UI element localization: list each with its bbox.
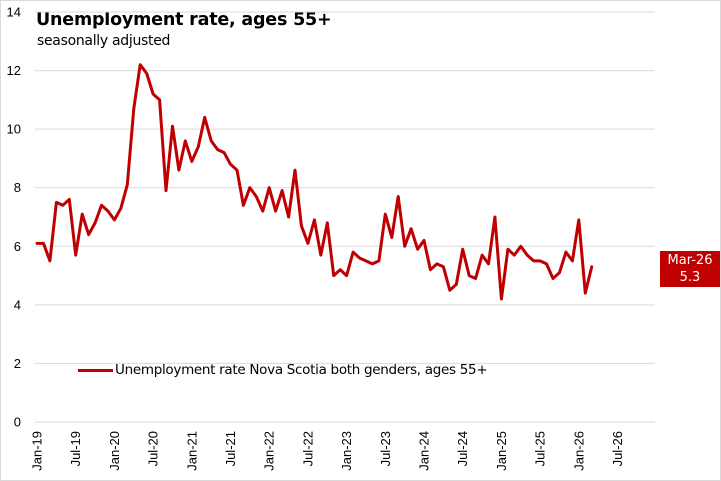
- legend-swatch: [78, 368, 113, 372]
- x-tick-label: Jul-24: [455, 431, 470, 466]
- x-tick-label: Jul-25: [533, 431, 548, 466]
- series-group: [35, 63, 594, 301]
- y-tick-label: 12: [7, 63, 21, 78]
- x-tick-label: Jan-22: [262, 431, 277, 471]
- y-tick-label: 2: [14, 356, 21, 371]
- y-axis-ticks: 0 2 4 6 8 10 12 14: [7, 5, 21, 430]
- x-tick-label: Jan-19: [30, 431, 45, 471]
- y-tick-label: 14: [7, 5, 21, 20]
- x-axis-ticks: Jan-19 Jul-19 Jan-20 Jul-20 Jan-21 Jul-21 Jan-…: [30, 431, 626, 471]
- legend-label: Unemployment rate Nova Scotia both gende…: [115, 362, 488, 378]
- x-tick-label: Jul-22: [300, 431, 315, 466]
- x-tick-label: Jan-20: [107, 431, 122, 471]
- legend: Unemployment rate Nova Scotia both gende…: [78, 362, 488, 378]
- y-tick-label: 8: [14, 180, 21, 195]
- x-tick-label: Jul-19: [68, 431, 83, 466]
- latest-value-callout: Mar-26 5.3: [660, 251, 720, 287]
- chart-subtitle: seasonally adjusted: [37, 33, 171, 49]
- x-tick-label: Jul-20: [146, 431, 161, 466]
- x-tick-label: Jan-23: [339, 431, 354, 471]
- callout-label: Mar-26: [667, 253, 713, 268]
- y-tick-label: 10: [7, 122, 21, 137]
- y-tick-label: 4: [14, 297, 21, 312]
- x-tick-label: Jan-21: [184, 431, 199, 471]
- x-tick-label: Jul-21: [223, 431, 238, 466]
- y-tick-label: 0: [14, 415, 21, 430]
- chart-title: Unemployment rate, ages 55+: [36, 10, 332, 30]
- callout-value: 5.3: [679, 270, 701, 285]
- gridlines: [35, 11, 655, 423]
- x-tick-label: Jan-24: [417, 431, 432, 471]
- x-tick-label: Jul-23: [378, 431, 393, 466]
- series-line: [35, 63, 594, 301]
- x-tick-label: Jan-26: [571, 431, 586, 471]
- x-tick-label: Jan-25: [494, 431, 509, 471]
- x-tick-label: Jul-26: [610, 431, 625, 466]
- y-tick-label: 6: [14, 239, 21, 254]
